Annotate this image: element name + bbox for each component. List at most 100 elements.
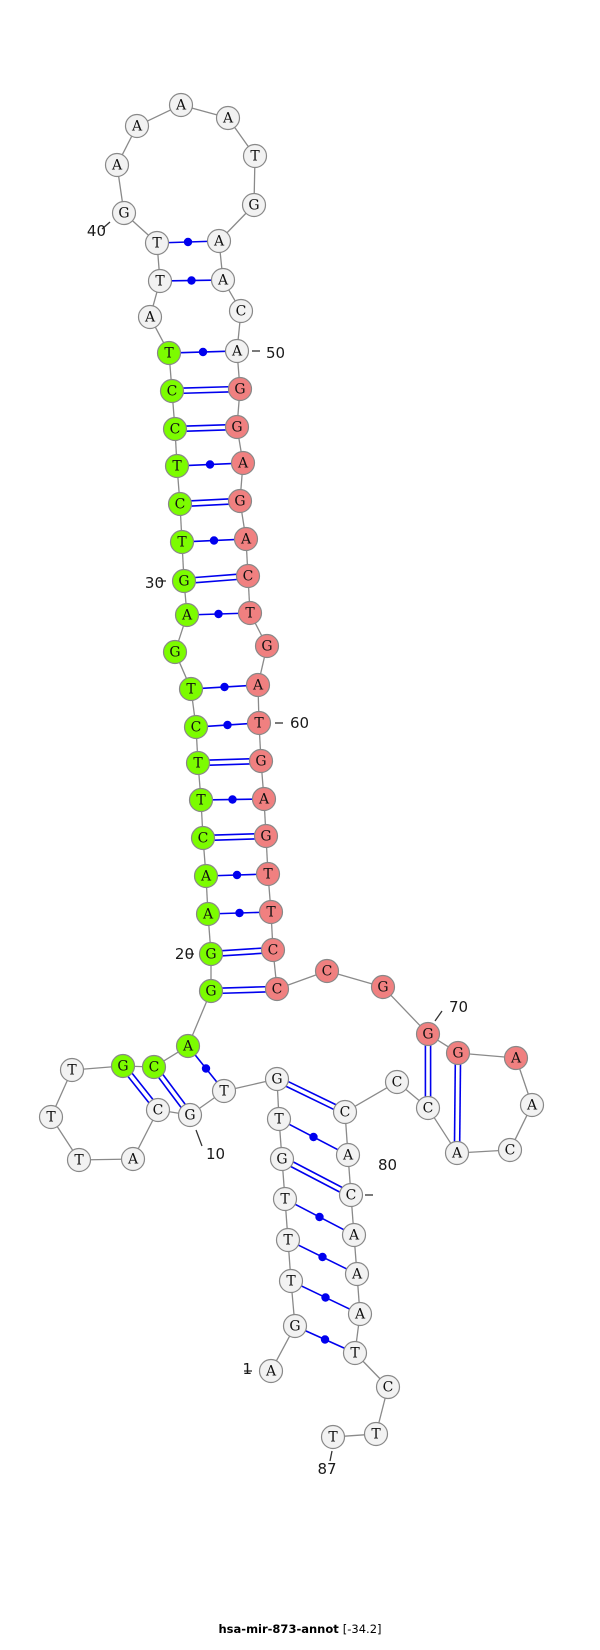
nucleotide-circle[interactable] <box>246 710 272 736</box>
nucleotide-circle[interactable] <box>147 268 173 294</box>
nucleotide-circle[interactable] <box>241 192 267 218</box>
nucleotide-1-A[interactable]: A <box>258 1358 284 1384</box>
nucleotide-2-G[interactable]: G <box>282 1313 308 1339</box>
nucleotide-20-G[interactable]: G <box>198 941 224 967</box>
nucleotide-72-A[interactable]: A <box>503 1045 529 1071</box>
nucleotide-circle[interactable] <box>266 1106 292 1132</box>
nucleotide-6-G[interactable]: G <box>269 1146 295 1172</box>
nucleotide-circle[interactable] <box>335 1142 361 1168</box>
nucleotide-circle[interactable] <box>275 1227 301 1253</box>
nucleotide-circle[interactable] <box>258 1358 284 1384</box>
nucleotide-circle[interactable] <box>445 1040 471 1066</box>
nucleotide-66-C[interactable]: C <box>260 937 286 963</box>
nucleotide-circle[interactable] <box>320 1424 346 1450</box>
nucleotide-circle[interactable] <box>188 787 214 813</box>
nucleotide-59-A[interactable]: A <box>245 672 271 698</box>
nucleotide-38-T[interactable]: T <box>147 268 173 294</box>
nucleotide-61-G[interactable]: G <box>248 748 274 774</box>
nucleotide-64-T[interactable]: T <box>255 861 281 887</box>
nucleotide-circle[interactable] <box>141 1054 167 1080</box>
nucleotide-76-C[interactable]: C <box>415 1095 441 1121</box>
nucleotide-circle[interactable] <box>198 978 224 1004</box>
nucleotide-circle[interactable] <box>104 152 130 178</box>
nucleotide-28-G[interactable]: G <box>162 639 188 665</box>
nucleotide-circle[interactable] <box>269 1146 295 1172</box>
nucleotide-circle[interactable] <box>156 340 182 366</box>
nucleotide-circle[interactable] <box>120 1146 146 1172</box>
nucleotide-23-C[interactable]: C <box>190 825 216 851</box>
nucleotide-circle[interactable] <box>215 105 241 131</box>
nucleotide-circle[interactable] <box>341 1222 367 1248</box>
nucleotide-3-T[interactable]: T <box>278 1268 304 1294</box>
nucleotide-circle[interactable] <box>195 901 221 927</box>
nucleotide-67-C[interactable]: C <box>264 976 290 1002</box>
nucleotide-circle[interactable] <box>233 526 259 552</box>
nucleotide-65-T[interactable]: T <box>258 899 284 925</box>
nucleotide-circle[interactable] <box>211 1078 237 1104</box>
nucleotide-63-G[interactable]: G <box>253 823 279 849</box>
nucleotide-86-T[interactable]: T <box>363 1421 389 1447</box>
nucleotide-22-A[interactable]: A <box>193 863 219 889</box>
nucleotide-79-A[interactable]: A <box>335 1142 361 1168</box>
nucleotide-56-C[interactable]: C <box>235 563 261 589</box>
nucleotide-12-A[interactable]: A <box>120 1146 146 1172</box>
nucleotide-circle[interactable] <box>278 1268 304 1294</box>
nucleotide-40-G[interactable]: G <box>111 200 137 226</box>
nucleotide-87-T[interactable]: T <box>320 1424 346 1450</box>
nucleotide-circle[interactable] <box>59 1057 85 1083</box>
nucleotide-11-C[interactable]: C <box>145 1097 171 1123</box>
nucleotide-circle[interactable] <box>251 786 277 812</box>
nucleotide-37-A[interactable]: A <box>137 304 163 330</box>
nucleotide-circle[interactable] <box>245 672 271 698</box>
nucleotide-46-G[interactable]: G <box>241 192 267 218</box>
nucleotide-circle[interactable] <box>497 1137 523 1163</box>
nucleotide-circle[interactable] <box>264 976 290 1002</box>
nucleotide-circle[interactable] <box>227 488 253 514</box>
nucleotide-circle[interactable] <box>342 1340 368 1366</box>
nucleotide-circle[interactable] <box>258 899 284 925</box>
nucleotide-circle[interactable] <box>444 1140 470 1166</box>
nucleotide-21-A[interactable]: A <box>195 901 221 927</box>
nucleotide-circle[interactable] <box>363 1421 389 1447</box>
nucleotide-8-G[interactable]: G <box>264 1066 290 1092</box>
nucleotide-60-T[interactable]: T <box>246 710 272 736</box>
nucleotide-circle[interactable] <box>174 602 200 628</box>
nucleotide-57-T[interactable]: T <box>237 600 263 626</box>
nucleotide-52-G[interactable]: G <box>224 414 250 440</box>
nucleotide-circle[interactable] <box>237 600 263 626</box>
nucleotide-circle[interactable] <box>242 143 268 169</box>
nucleotide-84-T[interactable]: T <box>342 1340 368 1366</box>
nucleotide-35-C[interactable]: C <box>159 378 185 404</box>
nucleotide-51-G[interactable]: G <box>227 376 253 402</box>
nucleotide-circle[interactable] <box>235 563 261 589</box>
nucleotide-circle[interactable] <box>347 1301 373 1327</box>
nucleotide-circle[interactable] <box>144 230 170 256</box>
nucleotide-circle[interactable] <box>415 1095 441 1121</box>
nucleotide-circle[interactable] <box>338 1182 364 1208</box>
nucleotide-circle[interactable] <box>190 825 216 851</box>
nucleotide-48-A[interactable]: A <box>210 267 236 293</box>
nucleotide-circle[interactable] <box>272 1186 298 1212</box>
nucleotide-circle[interactable] <box>519 1092 545 1118</box>
nucleotide-75-A[interactable]: A <box>444 1140 470 1166</box>
nucleotide-82-A[interactable]: A <box>344 1261 370 1287</box>
nucleotide-74-C[interactable]: C <box>497 1137 523 1163</box>
nucleotide-circle[interactable] <box>175 1033 201 1059</box>
nucleotide-70-G[interactable]: G <box>415 1021 441 1047</box>
nucleotide-circle[interactable] <box>255 861 281 887</box>
nucleotide-69-G[interactable]: G <box>370 974 396 1000</box>
nucleotide-circle[interactable] <box>344 1261 370 1287</box>
nucleotide-41-A[interactable]: A <box>104 152 130 178</box>
nucleotide-circle[interactable] <box>171 568 197 594</box>
nucleotide-78-C[interactable]: C <box>332 1099 358 1125</box>
nucleotide-circle[interactable] <box>169 529 195 555</box>
nucleotide-55-A[interactable]: A <box>233 526 259 552</box>
nucleotide-27-T[interactable]: T <box>178 676 204 702</box>
nucleotide-circle[interactable] <box>264 1066 290 1092</box>
nucleotide-18-A[interactable]: A <box>175 1033 201 1059</box>
nucleotide-circle[interactable] <box>168 92 194 118</box>
nucleotide-circle[interactable] <box>162 416 188 442</box>
nucleotide-81-A[interactable]: A <box>341 1222 367 1248</box>
nucleotide-circle[interactable] <box>159 378 185 404</box>
nucleotide-circle[interactable] <box>254 633 280 659</box>
